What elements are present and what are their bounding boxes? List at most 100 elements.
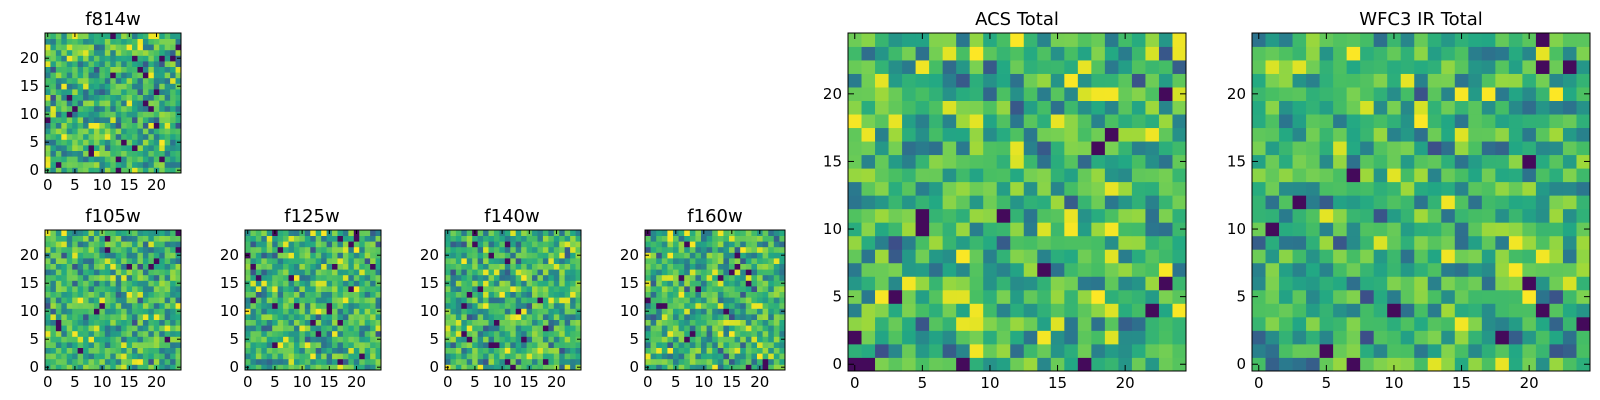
x-tick-label: 0 (643, 373, 653, 391)
heatmap-cell (461, 235, 468, 242)
heatmap-cell (537, 269, 544, 276)
heatmap-cell (717, 291, 724, 298)
heatmap-cell (1535, 289, 1550, 304)
heatmap-cell (1319, 73, 1334, 88)
heatmap-cell (359, 308, 366, 315)
heatmap-cell (1279, 289, 1293, 304)
heatmap-cell (1373, 303, 1388, 318)
heatmap-cell (61, 33, 68, 39)
heatmap-cell (678, 319, 685, 326)
heatmap-cell (77, 286, 84, 292)
heatmap-cell (342, 302, 349, 309)
heatmap-cell (110, 246, 117, 253)
heatmap-cell (72, 235, 79, 242)
heatmap-cell (902, 60, 916, 74)
heatmap-cell (1064, 60, 1079, 74)
heatmap-cell (488, 241, 495, 248)
heatmap-cell (542, 364, 549, 371)
heatmap-cell (353, 308, 360, 315)
heatmap-cell (72, 61, 79, 67)
heatmap-cell (717, 347, 724, 354)
heatmap-cell (477, 269, 484, 276)
heatmap-cell (126, 66, 133, 73)
heatmap-cell (153, 105, 160, 112)
heatmap-cell (72, 145, 79, 151)
heatmap-cell (559, 297, 566, 304)
heatmap-cell (667, 325, 674, 332)
heatmap-cell (1131, 303, 1146, 318)
heatmap-cell (488, 364, 495, 371)
heatmap-cell (104, 94, 111, 101)
heatmap-cell (1535, 33, 1550, 47)
heatmap-cell (504, 286, 511, 292)
heatmap-cell (740, 353, 747, 360)
heatmap-cell (553, 235, 560, 242)
heatmap-cell (83, 319, 89, 326)
heatmap-cell (1373, 357, 1388, 372)
heatmap-cell (77, 117, 84, 123)
heatmap-cell (1441, 249, 1456, 264)
heatmap-cell (773, 235, 780, 242)
x-tick-label: 5 (470, 373, 480, 391)
heatmap-cell (1481, 46, 1496, 61)
heatmap-cell (888, 73, 903, 88)
heatmap-cell (650, 353, 657, 360)
heatmap-cell (745, 246, 752, 253)
heatmap-cell (729, 280, 735, 287)
heatmap-cell (272, 269, 279, 276)
heatmap-cell (126, 269, 133, 276)
heatmap-cell (717, 269, 724, 276)
heatmap-cell (1252, 127, 1266, 142)
heatmap-cell (1037, 208, 1052, 223)
heatmap-cell (61, 89, 68, 95)
heatmap-cell (61, 291, 68, 298)
heatmap-cell (1037, 127, 1052, 142)
heatmap-cell (170, 347, 176, 354)
heatmap-cell (50, 94, 57, 101)
heatmap-cell (848, 276, 862, 291)
heatmap-cell (1023, 249, 1038, 264)
heatmap-cell (768, 342, 775, 348)
heatmap-cell (542, 353, 549, 360)
heatmap-cell (1535, 316, 1550, 331)
heatmap-cell (768, 241, 775, 248)
heatmap-cell (164, 314, 171, 320)
heatmap-cell (1549, 316, 1564, 331)
heatmap-cell (1252, 249, 1266, 264)
heatmap-cell (656, 353, 663, 360)
heatmap-cell (1576, 100, 1591, 115)
heatmap-cell (1454, 141, 1469, 156)
heatmap-cell (521, 230, 527, 236)
heatmap-cell (712, 291, 719, 298)
heatmap-cell (61, 72, 68, 79)
heatmap-cell (148, 156, 155, 163)
heatmap-cell (72, 161, 79, 168)
heatmap-cell (861, 114, 876, 129)
heatmap-cell (1481, 114, 1496, 129)
heatmap-cell (337, 358, 344, 365)
heatmap-cell (1292, 276, 1307, 291)
heatmap-cell (695, 291, 702, 298)
y-tick-label: 5 (429, 330, 439, 348)
heatmap-cell (1508, 249, 1523, 264)
heatmap-cell (969, 235, 984, 250)
heatmap-cell (1252, 276, 1266, 291)
heatmap-cell (93, 61, 100, 67)
heatmap-cell (645, 291, 651, 298)
heatmap-cell (170, 258, 176, 264)
heatmap-cell (477, 330, 484, 337)
heatmap-cell (768, 230, 775, 236)
heatmap-cell (1508, 208, 1523, 223)
heatmap-cell (553, 269, 560, 276)
heatmap-cell (332, 314, 338, 320)
heatmap-cell (729, 336, 735, 343)
heatmap-cell (83, 122, 89, 129)
heatmap-cell (99, 161, 106, 168)
heatmap-cell (142, 314, 149, 320)
heatmap-cell (1360, 100, 1375, 115)
heatmap-cell (969, 33, 984, 47)
heatmap-cell (734, 297, 741, 304)
heatmap-cell (1481, 276, 1496, 291)
heatmap-cell (153, 94, 160, 101)
heatmap-cell (1145, 195, 1160, 210)
